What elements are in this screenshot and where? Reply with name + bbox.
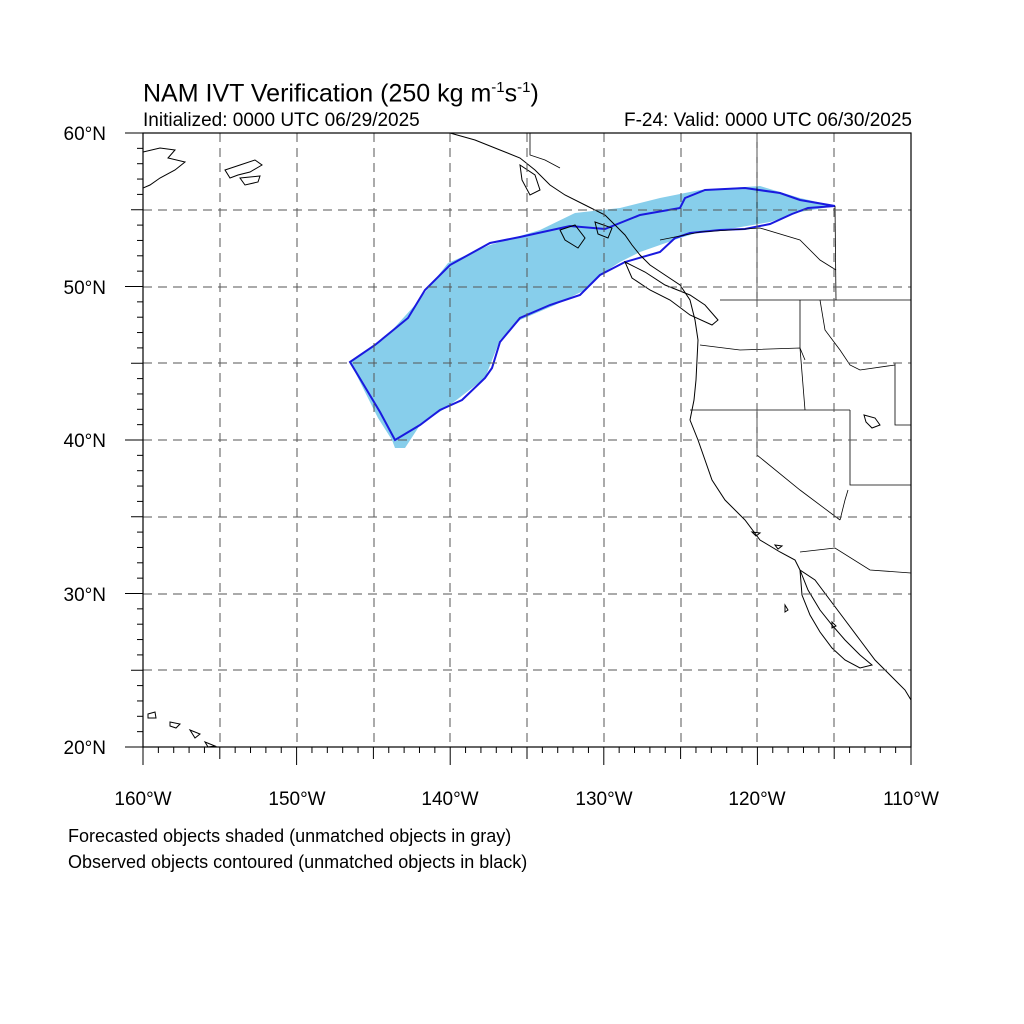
footnote-observed: Observed objects contoured (unmatched ob…	[68, 852, 528, 872]
forecast-object	[350, 186, 835, 448]
footnote-forecast: Forecasted objects shaded (unmatched obj…	[68, 826, 512, 846]
longitude-labels: 160°W 150°W 140°W 130°W 120°W 110°W	[114, 789, 939, 810]
map-title: NAM IVT Verification (250 kg m-1s-1)	[143, 79, 539, 108]
lon-label: 110°W	[883, 789, 939, 810]
coastlines	[143, 133, 911, 747]
latitude-labels: 60°N 50°N 40°N 30°N 20°N	[64, 124, 106, 759]
lon-label: 120°W	[728, 789, 785, 810]
lat-label: 30°N	[64, 585, 106, 606]
lon-label: 150°W	[268, 789, 325, 810]
graticule	[143, 133, 911, 747]
lat-label: 50°N	[64, 278, 106, 299]
valid-time: F-24: Valid: 0000 UTC 06/30/2025	[624, 110, 912, 131]
lon-label: 130°W	[575, 789, 632, 810]
initialized-time: Initialized: 0000 UTC 06/29/2025	[143, 110, 420, 131]
lon-label: 140°W	[421, 789, 478, 810]
lat-label: 40°N	[64, 431, 106, 452]
axis-ticks	[125, 132, 912, 765]
political-boundaries	[529, 133, 911, 574]
lat-label: 60°N	[64, 124, 106, 145]
lon-label: 160°W	[114, 789, 171, 810]
lat-label: 20°N	[64, 738, 106, 759]
